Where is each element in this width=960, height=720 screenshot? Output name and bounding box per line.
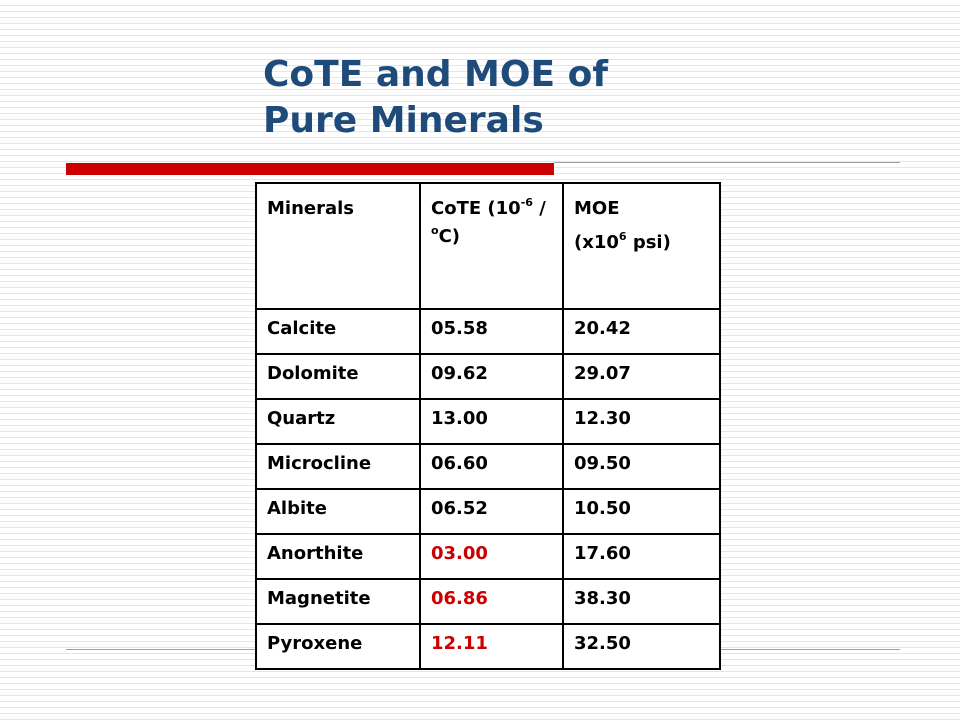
cell-cote: 06.60 <box>419 443 564 490</box>
table-row: Microcline 06.60 09.50 <box>255 443 721 490</box>
header-cote-suffix: C) <box>438 226 460 247</box>
table-row: Quartz 13.00 12.30 <box>255 398 721 445</box>
cell-mineral: Calcite <box>255 308 421 355</box>
header-cote-mid: / <box>532 198 546 219</box>
cell-mineral: Pyroxene <box>255 623 421 670</box>
cell-mineral: Microcline <box>255 443 421 490</box>
cell-mineral: Magnetite <box>255 578 421 625</box>
header-moe: MOE (x106 psi) <box>562 182 721 310</box>
cell-moe: 29.07 <box>562 353 721 400</box>
table-row: Pyroxene 12.11 32.50 <box>255 623 721 670</box>
table-row: Dolomite 09.62 29.07 <box>255 353 721 400</box>
cell-cote: 13.00 <box>419 398 564 445</box>
cell-moe: 09.50 <box>562 443 721 490</box>
cell-mineral: Albite <box>255 488 421 535</box>
cell-cote: 06.52 <box>419 488 564 535</box>
cell-moe: 38.30 <box>562 578 721 625</box>
header-cote-degree: o <box>431 224 439 237</box>
header-minerals: Minerals <box>255 182 421 310</box>
table-row: Anorthite 03.00 17.60 <box>255 533 721 580</box>
header-cote-prefix: CoTE (10 <box>431 198 521 219</box>
cell-mineral: Quartz <box>255 398 421 445</box>
table-header-row: Minerals CoTE (10-6 / oC) MOE (x106 psi) <box>255 182 721 310</box>
minerals-table: Minerals CoTE (10-6 / oC) MOE (x106 psi)… <box>255 182 721 670</box>
slide-title: CoTE and MOE of Pure Minerals <box>263 52 608 144</box>
table-row: Calcite 05.58 20.42 <box>255 308 721 355</box>
header-moe-suffix: psi) <box>626 232 671 253</box>
header-moe-exponent: 6 <box>618 230 627 243</box>
header-moe-line-1: MOE <box>574 198 620 219</box>
header-moe-line-2: (x106 psi) <box>574 229 719 257</box>
header-minerals-label: Minerals <box>267 198 355 219</box>
top-divider <box>554 162 900 163</box>
cell-moe: 20.42 <box>562 308 721 355</box>
cell-cote: 05.58 <box>419 308 564 355</box>
cell-moe: 12.30 <box>562 398 721 445</box>
table-row: Magnetite 06.86 38.30 <box>255 578 721 625</box>
cell-moe: 10.50 <box>562 488 721 535</box>
cell-moe: 32.50 <box>562 623 721 670</box>
cell-cote: 03.00 <box>419 533 564 580</box>
header-moe-prefix: (x10 <box>574 232 619 253</box>
cell-mineral: Anorthite <box>255 533 421 580</box>
header-cote-exponent: -6 <box>520 196 533 209</box>
slide-title-line-1: CoTE and MOE of <box>263 54 609 95</box>
header-cote: CoTE (10-6 / oC) <box>419 182 564 310</box>
cell-cote: 06.86 <box>419 578 564 625</box>
table-row: Albite 06.52 10.50 <box>255 488 721 535</box>
cell-moe: 17.60 <box>562 533 721 580</box>
title-accent-bar <box>66 163 554 175</box>
cell-cote: 12.11 <box>419 623 564 670</box>
cell-cote: 09.62 <box>419 353 564 400</box>
cell-mineral: Dolomite <box>255 353 421 400</box>
slide-title-line-2: Pure Minerals <box>263 100 544 141</box>
